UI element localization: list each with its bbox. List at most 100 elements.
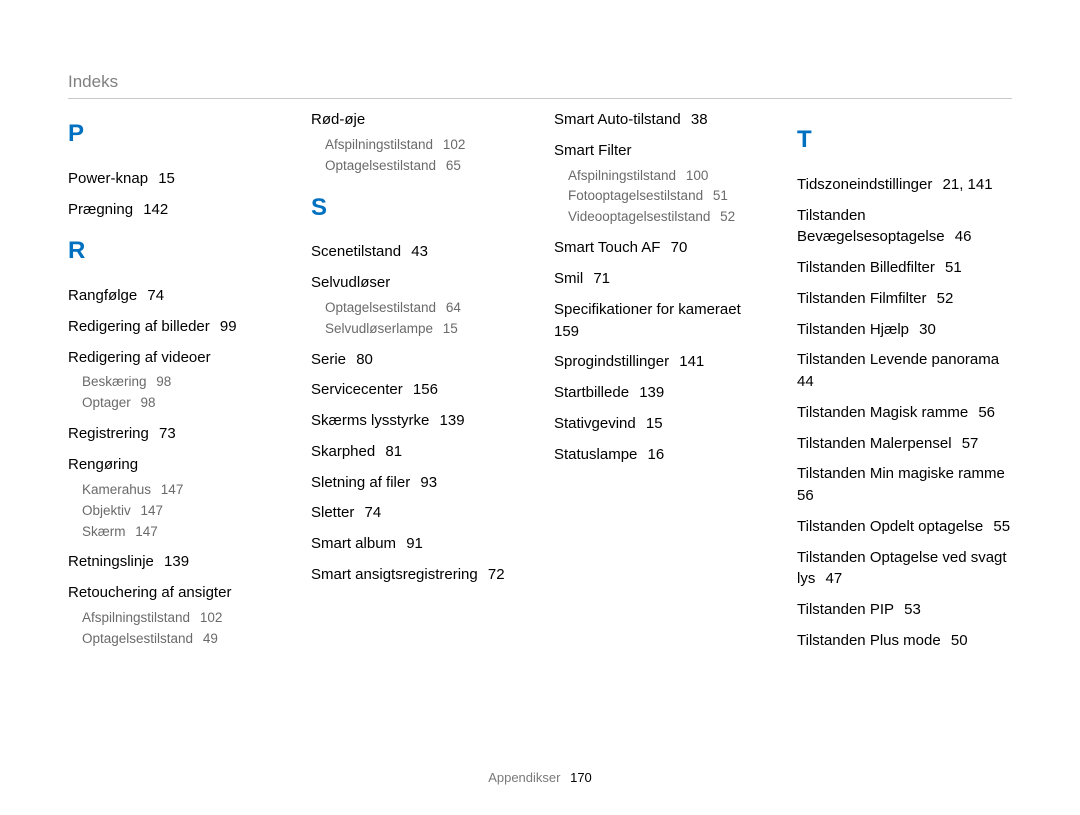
index-pages: 47: [821, 570, 842, 587]
index-entry: Skarphed 81: [311, 441, 526, 463]
index-pages: 15: [154, 170, 175, 187]
index-sub-term: Optagelsestilstand: [82, 631, 193, 646]
index-term: Tilstanden Opdelt optagelse: [797, 518, 983, 535]
page-footer: Appendikser 170: [0, 770, 1080, 785]
index-term: Serie: [311, 351, 346, 368]
index-entry: Statuslampe 16: [554, 444, 769, 466]
index-term: Stativgevind: [554, 415, 636, 432]
index-pages: 16: [643, 446, 664, 463]
index-entry: Prægning 142: [68, 199, 283, 221]
index-term: Smart Auto-tilstand: [554, 111, 681, 128]
index-sub-pages: 51: [709, 188, 728, 203]
index-entry-main: Smart album 91: [311, 533, 526, 555]
index-term: Tilstanden Magisk ramme: [797, 404, 968, 421]
index-term: Rangfølge: [68, 287, 137, 304]
index-page: Indeks PPower-knap 15Prægning 142RRangfø…: [0, 0, 1080, 815]
index-subentries: Kamerahus 147Objektiv 147Skærm 147: [82, 480, 283, 543]
index-letter: T: [797, 123, 1012, 158]
index-columns: PPower-knap 15Prægning 142RRangfølge 74R…: [68, 109, 1012, 661]
index-entry-main: Smil 71: [554, 268, 769, 290]
index-sub-pages: 49: [199, 631, 218, 646]
index-entry: Sletter 74: [311, 502, 526, 524]
index-entry-main: Prægning 142: [68, 199, 283, 221]
index-term: Smart album: [311, 535, 396, 552]
index-pages: 141: [675, 353, 704, 370]
index-term: Tilstanden Billedfilter: [797, 259, 935, 276]
index-pages: 57: [958, 435, 979, 452]
index-pages: 80: [352, 351, 373, 368]
index-pages: 52: [932, 290, 953, 307]
index-sub-term: Objektiv: [82, 503, 131, 518]
index-term: Smart Touch AF: [554, 239, 660, 256]
index-entry: Tilstanden Bevægelsesoptagelse 46: [797, 205, 1012, 249]
index-letter: P: [68, 117, 283, 152]
index-entry-main: Skærms lysstyrke 139: [311, 410, 526, 432]
index-term: Rød-øje: [311, 111, 365, 128]
index-entry: Tilstanden Filmfilter 52: [797, 288, 1012, 310]
index-term: Smart Filter: [554, 142, 632, 159]
index-entry-main: Tilstanden Magisk ramme 56: [797, 402, 1012, 424]
index-subentry: Afspilningstilstand 102: [82, 608, 283, 629]
index-sub-pages: 65: [442, 158, 461, 173]
index-letter: R: [68, 234, 283, 269]
index-term: Statuslampe: [554, 446, 637, 463]
index-sub-term: Afspilningstilstand: [82, 610, 190, 625]
index-pages: 56: [797, 487, 814, 504]
index-sub-term: Optagelsestilstand: [325, 158, 436, 173]
index-entry-main: Sprogindstillinger 141: [554, 351, 769, 373]
index-entry: SelvudløserOptagelsestilstand 64Selvudlø…: [311, 272, 526, 340]
index-sub-term: Beskæring: [82, 374, 147, 389]
index-term: Tilstanden PIP: [797, 601, 894, 618]
index-term: Smart ansigtsregistrering: [311, 566, 478, 583]
index-pages: 156: [409, 381, 438, 398]
index-pages: 55: [989, 518, 1010, 535]
index-entry-main: Scenetilstand 43: [311, 241, 526, 263]
index-subentry: Optagelsestilstand 49: [82, 629, 283, 650]
index-entry-main: Tidszoneindstillinger 21, 141: [797, 174, 1012, 196]
index-entry: Skærms lysstyrke 139: [311, 410, 526, 432]
index-pages: 74: [360, 504, 381, 521]
index-entry: Scenetilstand 43: [311, 241, 526, 263]
index-entry-main: Sletter 74: [311, 502, 526, 524]
index-entry-main: Selvudløser: [311, 272, 526, 294]
index-pages: 139: [635, 384, 664, 401]
index-pages: 72: [484, 566, 505, 583]
index-sub-pages: 52: [716, 209, 735, 224]
index-term: Redigering af videoer: [68, 349, 211, 366]
index-term: Registrering: [68, 425, 149, 442]
index-entry: Sletning af filer 93: [311, 472, 526, 494]
index-term: Tilstanden Bevægelsesoptagelse: [797, 207, 945, 246]
index-pages: 139: [160, 553, 189, 570]
index-entry: Power-knap 15: [68, 168, 283, 190]
index-entry: Servicecenter 156: [311, 379, 526, 401]
index-term: Tilstanden Hjælp: [797, 321, 909, 338]
index-entry-main: Retningslinje 139: [68, 551, 283, 573]
index-entry: Tilstanden Min magiske ramme 56: [797, 463, 1012, 507]
index-term: Retouchering af ansigter: [68, 584, 231, 601]
index-pages: 51: [941, 259, 962, 276]
index-pages: 56: [974, 404, 995, 421]
index-entry-main: Redigering af billeder 99: [68, 316, 283, 338]
index-entry: Rangfølge 74: [68, 285, 283, 307]
index-entry: Tilstanden Opdelt optagelse 55: [797, 516, 1012, 538]
index-pages: 139: [435, 412, 464, 429]
index-entry: Smil 71: [554, 268, 769, 290]
index-entry: Retouchering af ansigter Afspilningstilst…: [68, 582, 283, 650]
index-term: Sletning af filer: [311, 474, 410, 491]
index-entry: Startbillede 139: [554, 382, 769, 404]
index-term: Tilstanden Levende panorama: [797, 351, 999, 368]
index-sub-pages: 102: [439, 137, 465, 152]
index-sub-term: Afspilningstilstand: [568, 168, 676, 183]
index-pages: 46: [951, 228, 972, 245]
index-term: Tilstanden Min magiske ramme: [797, 465, 1005, 482]
index-subentries: Beskæring 98Optager 98: [82, 372, 283, 414]
index-entry: Rød-øje Afspilningstilstand 102 Optagelses…: [311, 109, 526, 177]
index-sub-pages: 98: [137, 395, 156, 410]
index-sub-term: Kamerahus: [82, 482, 151, 497]
index-entry-main: Rengøring: [68, 454, 283, 476]
index-subentry: Afspilningstilstand 102: [325, 135, 526, 156]
index-entry: Redigering af videoer Beskæring 98Optager…: [68, 347, 283, 415]
index-subentry: Beskæring 98: [82, 372, 283, 393]
index-pages: 74: [143, 287, 164, 304]
index-entry-main: Rangfølge 74: [68, 285, 283, 307]
